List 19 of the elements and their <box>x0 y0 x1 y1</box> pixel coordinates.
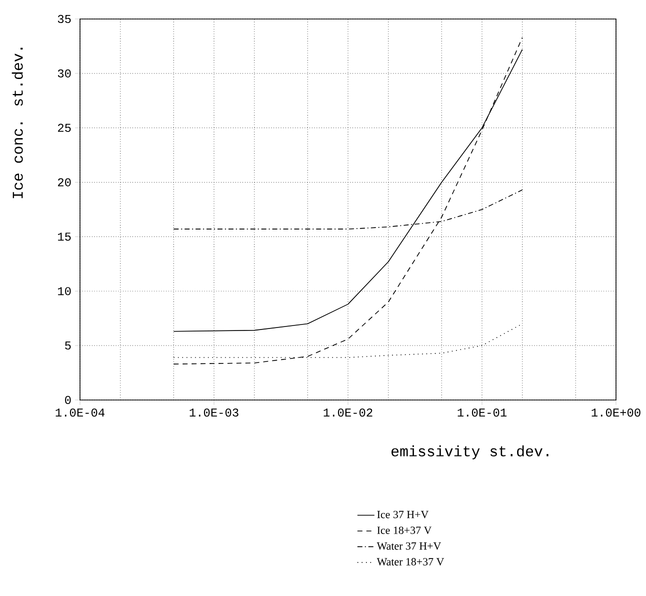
y-tick-label: 35 <box>58 14 71 24</box>
y-tick-label: 30 <box>58 69 71 78</box>
y-tick-label: 5 <box>65 342 71 350</box>
y-tick-label: 15 <box>58 232 71 241</box>
x-tick-label: 1.0E-04 <box>56 408 104 417</box>
x-axis-title: emissivity st.dev. <box>392 445 548 460</box>
x-tick-label: 1.0E+00 <box>592 408 640 417</box>
y-tick-label: 25 <box>58 124 71 132</box>
legend-label: Ice 37 H+V <box>377 510 429 518</box>
legend-label: Water 37 H+V <box>376 542 442 550</box>
y-axis-title: Ice conc. st.dev. <box>12 48 23 198</box>
y-tick-label: 20 <box>58 178 71 186</box>
y-tick-label: 0 <box>65 396 71 404</box>
x-tick-label: 1.0E-02 <box>324 408 372 417</box>
legend-label: Water 18+37 V <box>376 558 444 566</box>
x-tick-label: 1.0E-01 <box>458 408 507 417</box>
legend-label: Ice 18+37 V <box>377 526 432 534</box>
x-tick-label: 1.0E-03 <box>190 408 238 417</box>
y-tick-label: 10 <box>58 287 71 296</box>
